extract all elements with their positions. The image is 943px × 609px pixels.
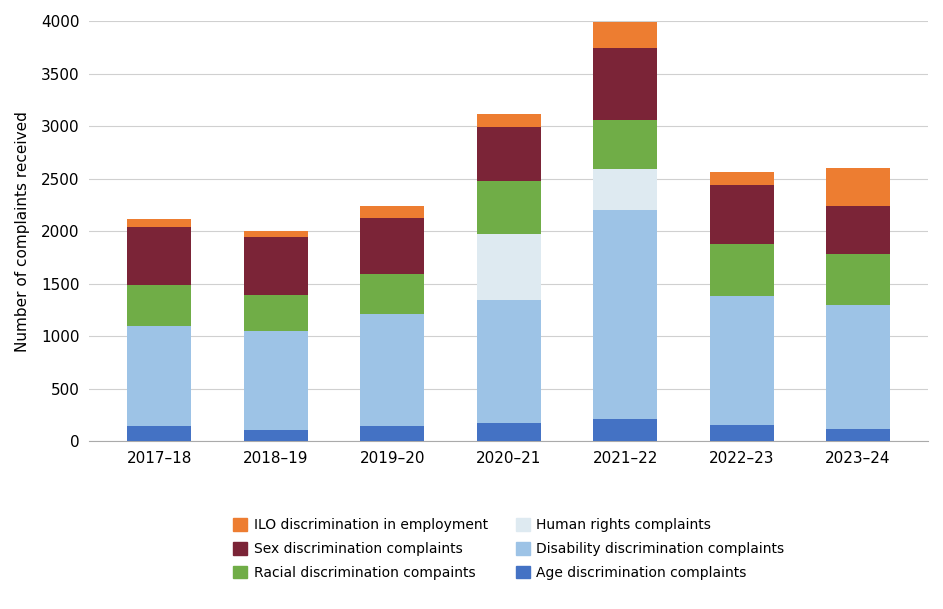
Bar [127,426,191,442]
Bar [360,218,424,274]
Bar [360,314,424,426]
Bar [593,48,657,121]
Bar [127,285,191,326]
Bar [826,429,890,442]
Bar [244,231,307,237]
Y-axis label: Number of complaints received: Number of complaints received [15,111,30,351]
Bar [477,127,540,181]
Bar [710,424,773,442]
Bar [244,331,307,430]
Bar [127,227,191,285]
Bar [127,219,191,227]
Bar [593,169,657,209]
Bar [826,255,890,304]
Bar [477,300,540,423]
Bar [593,419,657,442]
Bar [710,172,773,186]
Bar [710,244,773,296]
Bar [826,168,890,206]
Bar [244,295,307,331]
Bar [477,181,540,234]
Bar [477,114,540,127]
Bar [360,206,424,218]
Bar [710,296,773,424]
Bar [593,22,657,48]
Bar [826,206,890,255]
Bar [360,426,424,442]
Bar [477,423,540,442]
Bar [477,234,540,300]
Bar [244,237,307,295]
Bar [593,121,657,169]
Bar [826,304,890,429]
Bar [360,274,424,314]
Bar [127,326,191,426]
Bar [244,430,307,442]
Bar [710,186,773,244]
Legend: ILO discrimination in employment, Sex discrimination complaints, Racial discrimi: ILO discrimination in employment, Sex di… [226,512,791,586]
Bar [593,209,657,419]
